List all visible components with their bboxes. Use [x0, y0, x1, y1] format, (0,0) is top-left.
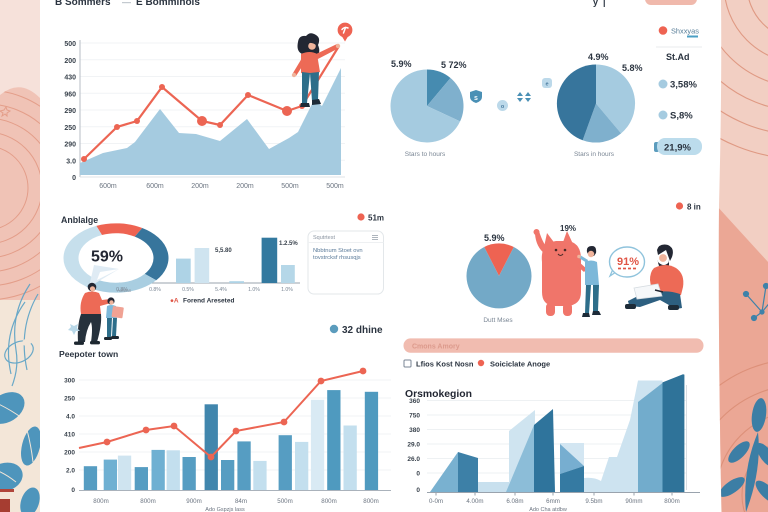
svg-text:0: 0: [71, 487, 75, 494]
svg-text:●A: ●A: [170, 298, 179, 305]
svg-text:5.9%: 5.9%: [484, 233, 505, 243]
svg-text:Dutt Mses: Dutt Mses: [483, 317, 513, 324]
svg-text:5,5.80: 5,5.80: [215, 248, 232, 254]
svg-text:290: 290: [64, 108, 76, 115]
svg-text:250: 250: [64, 125, 76, 132]
svg-text:21,9%: 21,9%: [664, 143, 691, 154]
svg-text:Nbbtnum Stoet ovn: Nbbtnum Stoet ovn: [313, 248, 363, 254]
svg-text:290: 290: [64, 142, 76, 149]
svg-text:S: S: [474, 96, 478, 102]
svg-text:1.2.5%: 1.2.5%: [279, 241, 298, 247]
svg-text:91%: 91%: [617, 256, 639, 268]
svg-text:1.0%: 1.0%: [248, 287, 260, 293]
svg-text:90mm: 90mm: [625, 498, 642, 505]
svg-text:800m: 800m: [140, 498, 155, 505]
svg-text:Shxxyas: Shxxyas: [671, 27, 699, 36]
svg-text:4.9%: 4.9%: [588, 52, 609, 62]
svg-text:B Sommers: B Sommers: [55, 0, 111, 8]
svg-text:5.4%: 5.4%: [215, 287, 227, 293]
svg-text:500m: 500m: [277, 498, 292, 505]
svg-text:5.9%: 5.9%: [391, 59, 412, 69]
svg-text:250: 250: [64, 396, 75, 403]
svg-text:900m: 900m: [186, 498, 201, 505]
svg-text:tovstrcksf rhsusqjs: tovstrcksf rhsusqjs: [313, 255, 361, 261]
svg-text:AdMan: AdMan: [117, 288, 132, 293]
svg-text:800m: 800m: [363, 498, 378, 505]
svg-text:4.0: 4.0: [66, 414, 75, 421]
svg-text:4.00m: 4.00m: [466, 498, 483, 505]
svg-text:0-0m: 0-0m: [429, 498, 443, 505]
svg-text:300: 300: [64, 378, 75, 385]
svg-text:0.5%: 0.5%: [182, 287, 194, 293]
svg-text:800m: 800m: [321, 498, 336, 505]
svg-text:200: 200: [64, 58, 76, 65]
svg-text:Ado Gspzjs lass: Ado Gspzjs lass: [205, 507, 245, 512]
svg-text:960: 960: [64, 91, 76, 98]
svg-text:8 in: 8 in: [687, 203, 701, 212]
svg-text:500m: 500m: [281, 183, 299, 190]
svg-text:E Bommlnols: E Bommlnols: [136, 0, 200, 8]
svg-text:0: 0: [416, 471, 420, 478]
svg-text:5 72%: 5 72%: [441, 60, 467, 70]
svg-text:500: 500: [64, 41, 76, 48]
svg-text:750: 750: [409, 413, 420, 420]
svg-text:1.0%: 1.0%: [281, 287, 293, 293]
svg-text:0: 0: [72, 175, 76, 182]
svg-text:32 dhine: 32 dhine: [342, 325, 383, 336]
svg-text:2.0: 2.0: [66, 468, 75, 475]
svg-text:3.0: 3.0: [66, 158, 76, 165]
svg-text:19%: 19%: [560, 224, 576, 233]
svg-text:Stars in hours: Stars in hours: [574, 151, 615, 158]
svg-text:500m: 500m: [326, 183, 344, 190]
svg-text:26.0: 26.0: [407, 456, 420, 463]
svg-text:200m: 200m: [191, 183, 209, 190]
svg-text:200m: 200m: [236, 183, 254, 190]
svg-text:200: 200: [64, 450, 75, 457]
svg-text:Anblalge: Anblalge: [61, 215, 98, 225]
svg-text:9.5bm: 9.5bm: [585, 498, 602, 505]
svg-text:Stars to hours: Stars to hours: [405, 151, 446, 158]
svg-text:600m: 600m: [99, 183, 117, 190]
svg-text:430: 430: [64, 75, 76, 82]
svg-text:360: 360: [409, 398, 420, 405]
svg-text:0.8%: 0.8%: [149, 287, 161, 293]
svg-text:—: —: [122, 0, 131, 7]
svg-text:e: e: [545, 82, 548, 88]
svg-text:59%: 59%: [91, 249, 123, 266]
svg-text:6.08m: 6.08m: [506, 498, 523, 505]
svg-text:Squtrtest: Squtrtest: [313, 235, 335, 241]
svg-text:800m: 800m: [93, 498, 108, 505]
svg-text:84m: 84m: [235, 498, 247, 505]
svg-text:S,8%: S,8%: [670, 111, 693, 122]
svg-text:Lfios Kost Nosn: Lfios Kost Nosn: [416, 360, 474, 369]
svg-text:3,58%: 3,58%: [670, 80, 697, 91]
svg-text:600m: 600m: [146, 183, 164, 190]
svg-text:Peepoter town: Peepoter town: [59, 349, 118, 359]
svg-text:6mm: 6mm: [546, 498, 560, 505]
svg-text:Orsmokegion: Orsmokegion: [405, 389, 472, 400]
svg-text:St.Ad: St.Ad: [666, 52, 690, 62]
svg-text:o: o: [501, 104, 505, 110]
svg-text:380: 380: [409, 427, 420, 434]
svg-text:29.0: 29.0: [407, 442, 420, 449]
svg-text:51m: 51m: [368, 214, 384, 223]
svg-text:5.8%: 5.8%: [622, 63, 643, 73]
svg-text:800m: 800m: [664, 498, 679, 505]
svg-text:Soiciclate Anoge: Soiciclate Anoge: [490, 360, 550, 369]
svg-text:Cmons Amory: Cmons Amory: [412, 344, 460, 351]
svg-text:0.8%: 0.8%: [116, 287, 128, 293]
svg-text:Forend Areseted: Forend Areseted: [183, 298, 234, 305]
svg-text:y |: y |: [593, 0, 606, 7]
svg-text:0: 0: [416, 487, 420, 494]
svg-text:Ado Cha atdbw: Ado Cha atdbw: [529, 507, 567, 512]
svg-text:410: 410: [64, 432, 75, 439]
